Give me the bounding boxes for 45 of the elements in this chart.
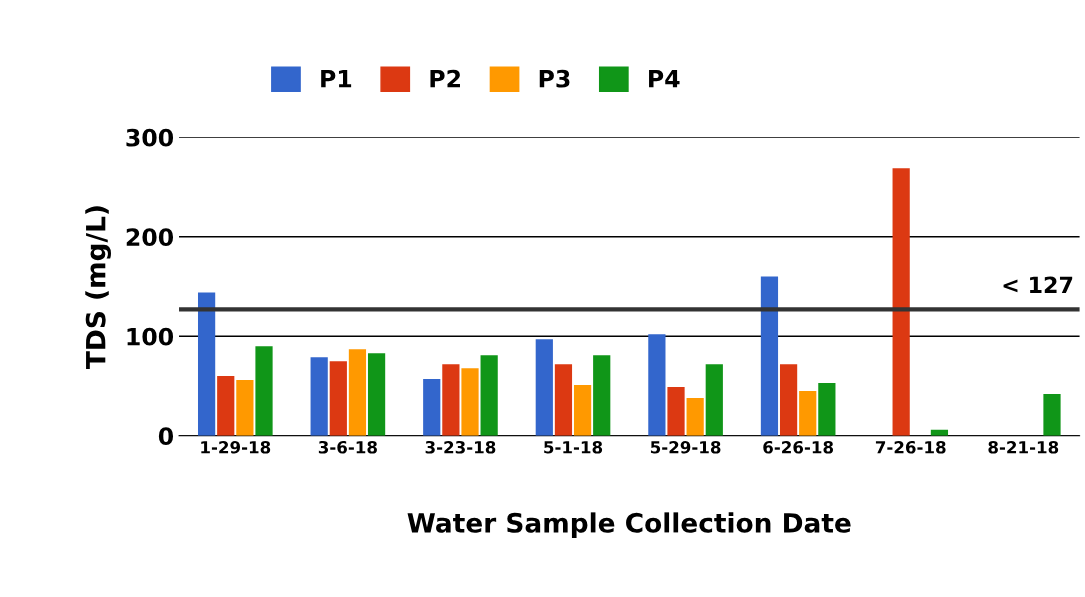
bar xyxy=(329,361,347,436)
bar xyxy=(648,334,666,436)
bar xyxy=(593,355,611,436)
bar xyxy=(818,383,836,436)
y-axis-title: TDS (mg/L) xyxy=(85,206,111,369)
y-tick-label: 0 xyxy=(158,427,174,446)
bar xyxy=(461,368,479,436)
legend-label: P2 xyxy=(430,69,460,88)
legend-label: P1 xyxy=(321,70,352,88)
bar xyxy=(255,346,273,436)
bar xyxy=(686,398,704,436)
legend-label: P4 xyxy=(649,70,680,88)
x-tick-label: 3-23-18 xyxy=(425,440,496,454)
x-tick-label: 1-29-18 xyxy=(201,440,271,454)
x-tick-label: 5-29-18 xyxy=(650,440,721,454)
bar xyxy=(554,364,573,436)
y-tick-label: 200 xyxy=(126,228,174,247)
bar xyxy=(1043,394,1061,436)
bar xyxy=(760,276,779,436)
y-tick-label: 100 xyxy=(127,327,174,346)
x-tick-label: 8-21-18 xyxy=(988,440,1059,454)
bar xyxy=(705,364,723,436)
bar xyxy=(799,391,817,436)
bar xyxy=(535,339,553,436)
x-tick-label: 6-26-18 xyxy=(763,440,834,454)
bar xyxy=(892,168,910,436)
bar xyxy=(236,380,254,436)
bar xyxy=(667,387,685,436)
bar xyxy=(480,355,498,436)
bar xyxy=(423,379,441,436)
x-axis-title: Water Sample Collection Date xyxy=(407,512,851,538)
bar xyxy=(573,385,592,436)
x-tick-label: 3-6-18 xyxy=(318,440,377,454)
bar xyxy=(310,357,328,436)
bar xyxy=(197,292,216,436)
x-tick-label: 5-1-18 xyxy=(544,440,603,454)
bar xyxy=(217,376,235,436)
bar xyxy=(442,364,460,436)
y-tick-label: 300 xyxy=(126,128,174,147)
bar xyxy=(367,353,386,436)
x-tick-label: 7-26-18 xyxy=(875,440,946,454)
legend-label: P3 xyxy=(539,69,570,88)
ref-line-label: < 127 xyxy=(1003,276,1073,293)
bar xyxy=(348,349,367,436)
bar xyxy=(779,364,798,436)
